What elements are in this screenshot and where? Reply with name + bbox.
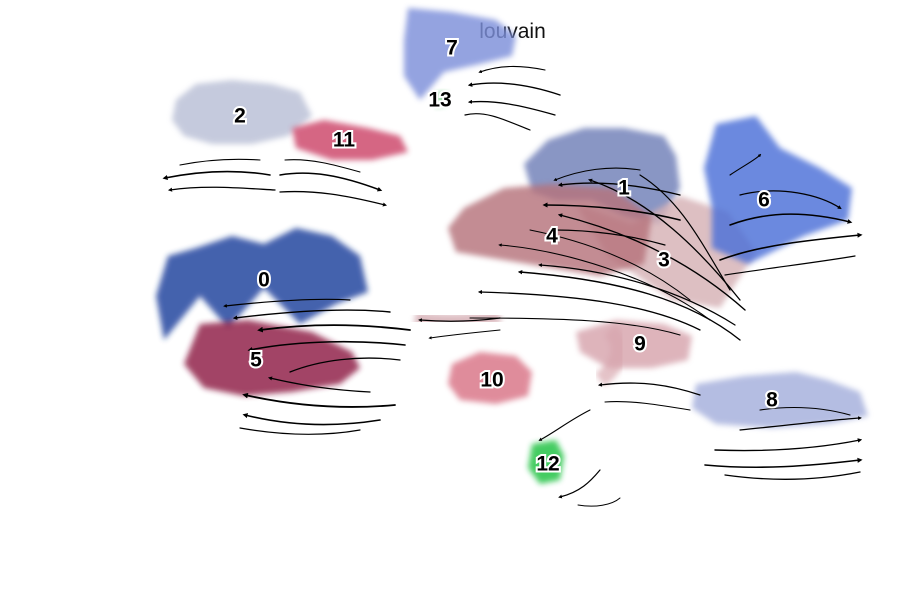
streamline (557, 213, 746, 311)
cluster-label-2: 2 (234, 105, 246, 128)
streamline (542, 202, 681, 221)
cluster-label-10: 10 (480, 369, 503, 392)
cluster-8-cloud (692, 372, 868, 428)
cluster-point-clouds (156, 8, 868, 484)
cluster-label-0: 0 (258, 269, 270, 292)
streamline (247, 340, 406, 353)
cluster-7-cloud (404, 8, 516, 100)
streamline (538, 409, 591, 441)
cluster-label-8: 8 (766, 389, 778, 412)
cluster-label-11: 11 (333, 129, 356, 152)
streamline (714, 438, 863, 452)
streamline (469, 317, 681, 336)
streamline (428, 329, 501, 340)
streamline (517, 269, 741, 341)
streamline (467, 82, 561, 96)
streamline (284, 159, 361, 173)
streamline (704, 457, 863, 469)
velocity-streamlines (162, 65, 863, 507)
cluster-label-9: 9 (634, 333, 646, 356)
streamline (729, 213, 853, 226)
streamline (242, 413, 381, 426)
streamline (162, 170, 271, 181)
streamline (239, 427, 361, 435)
streamline (279, 172, 383, 192)
cluster-label-12: 12 (536, 453, 559, 476)
cluster-label-1: 1 (618, 177, 630, 200)
streamline (719, 232, 863, 261)
cluster-label-4: 4 (546, 225, 558, 248)
streamline (498, 243, 711, 321)
streamline (558, 469, 601, 499)
streamline (597, 382, 701, 396)
cluster-9-cloud (576, 320, 692, 368)
streamline (604, 401, 691, 411)
streamline (478, 65, 546, 74)
streamline (223, 298, 351, 308)
streamline (179, 158, 261, 166)
streamline (167, 186, 276, 192)
streamline (724, 471, 861, 480)
streamline (232, 309, 391, 320)
streamline (554, 229, 666, 246)
streamline (739, 190, 842, 210)
streamline (639, 174, 731, 291)
streamline (467, 99, 556, 116)
cluster-12-cloud (528, 440, 564, 484)
streamline (267, 376, 371, 393)
streamline (739, 416, 862, 431)
cluster-label-5: 5 (250, 349, 262, 372)
cluster-13-cloud (436, 92, 448, 108)
cluster-0-cloud (156, 228, 368, 340)
streamline (257, 324, 411, 333)
streamline (577, 497, 621, 507)
streamline (553, 167, 641, 181)
streamline (759, 407, 851, 416)
streamline (289, 357, 401, 373)
streamline (464, 113, 531, 131)
cluster-11-cloud (292, 120, 408, 160)
streamline (729, 153, 762, 176)
cluster-label-13: 13 (428, 89, 451, 112)
cluster-label-3: 3 (658, 249, 670, 272)
cluster-10-cloud (448, 352, 532, 404)
streamline (724, 255, 856, 276)
cluster-label-7: 7 (446, 37, 458, 60)
streamline (557, 182, 681, 196)
streamline (538, 263, 736, 326)
streamline (242, 392, 396, 408)
streamline (418, 317, 501, 323)
streamline (279, 190, 388, 207)
streamline (529, 229, 691, 301)
cluster-6-cloud (704, 116, 852, 264)
cluster-5-cloud (184, 320, 360, 396)
streamline (477, 289, 701, 331)
cluster-2-cloud (172, 80, 312, 144)
cluster-label-6: 6 (758, 189, 770, 212)
